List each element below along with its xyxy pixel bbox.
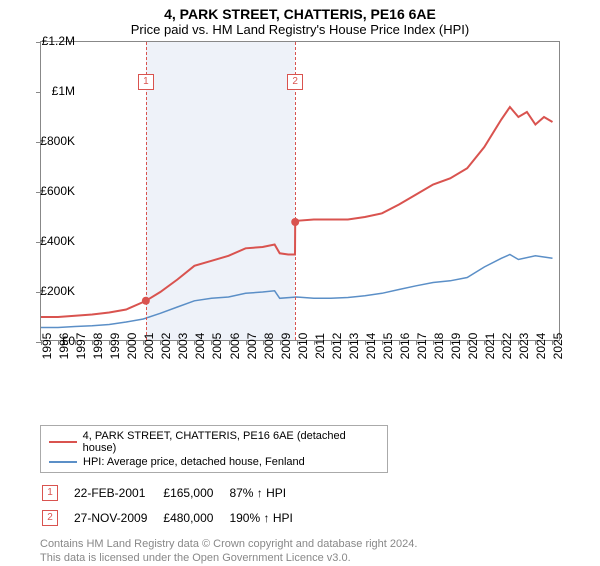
event-date: 22-FEB-2001: [74, 481, 161, 504]
footer: Contains HM Land Registry data © Crown c…: [40, 537, 600, 566]
event-marker: 1: [138, 74, 154, 90]
chart-area: 12 £0£200K£400K£600K£800K£1M£1.2M1995199…: [40, 41, 600, 381]
footer-line2: This data is licensed under the Open Gov…: [40, 551, 600, 565]
events-table: 1 22-FEB-2001£165,00087% ↑ HPI 2 27-NOV-200…: [40, 479, 309, 531]
event-pct: 190% ↑ HPI: [229, 506, 306, 529]
x-axis-label: 2016: [398, 333, 412, 360]
x-axis-label: 2017: [415, 333, 429, 360]
x-axis-label: 2008: [262, 333, 276, 360]
x-axis-label: 2020: [466, 333, 480, 360]
y-axis-label: £1M: [52, 84, 75, 98]
event-price: £480,000: [163, 506, 227, 529]
x-axis-label: 2024: [534, 333, 548, 360]
legend-label: HPI: Average price, detached house, Fenl…: [83, 456, 305, 468]
x-axis-label: 2000: [125, 333, 139, 360]
event-date: 27-NOV-2009: [74, 506, 161, 529]
event-price: £165,000: [163, 481, 227, 504]
x-axis-label: 2022: [500, 333, 514, 360]
y-axis-label: £1.2M: [42, 34, 75, 48]
series-property: [41, 107, 553, 317]
plot-area: 12: [40, 41, 560, 341]
x-axis-label: 2002: [159, 333, 173, 360]
event-num-icon: 1: [42, 485, 58, 501]
y-axis-label: £200K: [40, 284, 75, 298]
legend-label: 4, PARK STREET, CHATTERIS, PE16 6AE (det…: [83, 430, 379, 454]
x-axis-label: 2012: [330, 333, 344, 360]
table-row: 2 27-NOV-2009£480,000190% ↑ HPI: [42, 506, 307, 529]
x-axis-label: 1999: [108, 333, 122, 360]
legend-swatch: [49, 461, 77, 463]
x-axis-label: 2010: [296, 333, 310, 360]
event-num-icon: 2: [42, 510, 58, 526]
x-axis-label: 2025: [551, 333, 565, 360]
footer-line1: Contains HM Land Registry data © Crown c…: [40, 537, 600, 551]
x-axis-label: 2006: [228, 333, 242, 360]
x-axis-label: 1997: [74, 333, 88, 360]
x-axis-label: 2014: [364, 333, 378, 360]
y-tick: [36, 42, 41, 43]
x-axis-label: 2013: [347, 333, 361, 360]
x-axis-label: 2019: [449, 333, 463, 360]
x-axis-label: 2011: [313, 333, 327, 359]
event-pct: 87% ↑ HPI: [229, 481, 306, 504]
x-axis-label: 2023: [517, 333, 531, 360]
x-axis-label: 2007: [245, 333, 259, 360]
x-axis-label: 2005: [210, 333, 224, 360]
x-axis-label: 2021: [483, 333, 497, 360]
x-axis-label: 2003: [176, 333, 190, 360]
y-axis-label: £600K: [40, 184, 75, 198]
legend: 4, PARK STREET, CHATTERIS, PE16 6AE (det…: [40, 425, 388, 473]
chart-title: 4, PARK STREET, CHATTERIS, PE16 6AE: [0, 0, 600, 22]
y-axis-label: £400K: [40, 234, 75, 248]
legend-item: HPI: Average price, detached house, Fenl…: [49, 455, 379, 469]
x-axis-label: 2004: [193, 333, 207, 360]
x-axis-label: 2018: [432, 333, 446, 360]
x-axis-label: 2009: [279, 333, 293, 360]
x-axis-label: 2015: [381, 333, 395, 360]
y-axis-label: £800K: [40, 134, 75, 148]
table-row: 1 22-FEB-2001£165,00087% ↑ HPI: [42, 481, 307, 504]
legend-swatch: [49, 441, 77, 443]
chart-subtitle: Price paid vs. HM Land Registry's House …: [0, 22, 600, 37]
legend-item: 4, PARK STREET, CHATTERIS, PE16 6AE (det…: [49, 429, 379, 455]
x-axis-label: 1996: [57, 333, 71, 360]
x-axis-label: 1995: [40, 333, 54, 360]
event-marker: 2: [287, 74, 303, 90]
y-tick: [36, 92, 41, 93]
x-axis-label: 1998: [91, 333, 105, 360]
x-axis-label: 2001: [142, 333, 156, 360]
series-hpi: [41, 255, 553, 328]
